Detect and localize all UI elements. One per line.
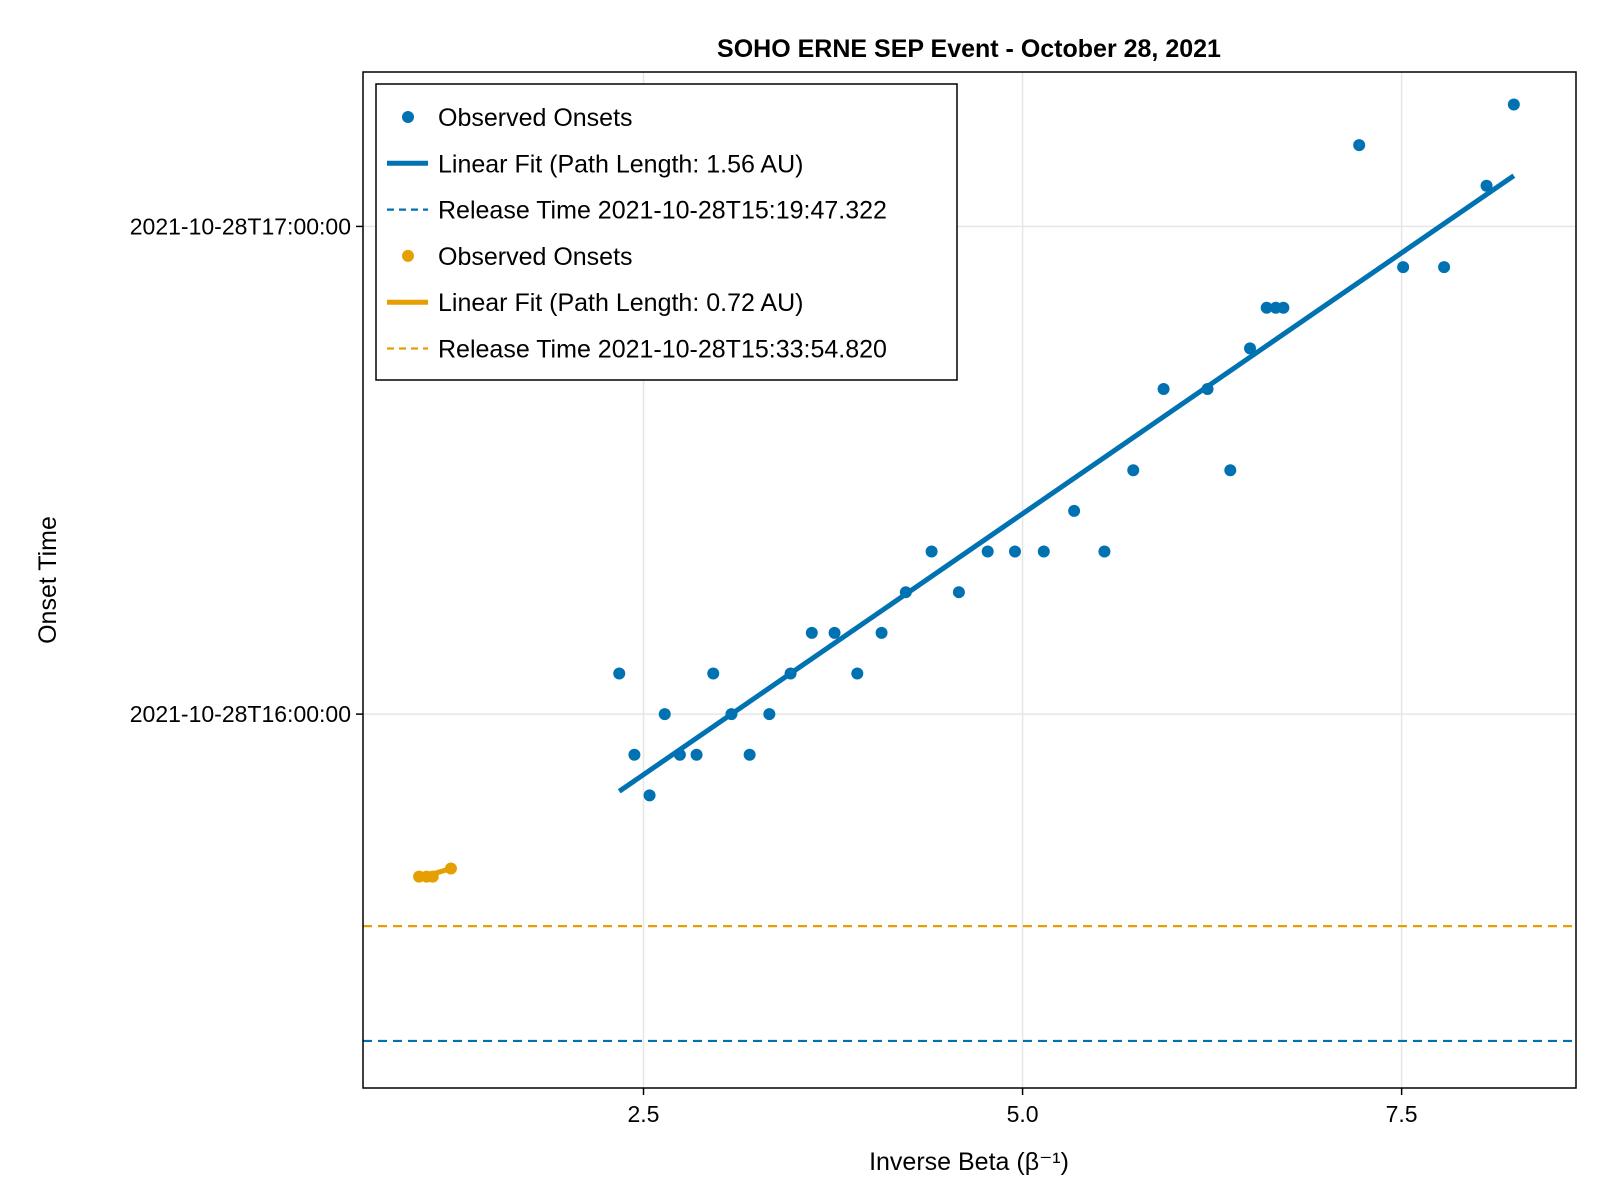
- data-point: [899, 586, 912, 599]
- data-point: [1260, 301, 1273, 314]
- data-point: [851, 667, 864, 680]
- legend-label: Release Time 2021-10-28T15:19:47.322: [438, 197, 887, 225]
- chart-title: SOHO ERNE SEP Event - October 28, 2021: [717, 35, 1221, 63]
- x-tick-label: 7.5: [1386, 1101, 1418, 1127]
- legend-label: Observed Onsets: [438, 243, 633, 271]
- data-point: [1201, 382, 1214, 395]
- data-point: [725, 708, 738, 721]
- legend-label: Observed Onsets: [438, 104, 633, 132]
- release-time-lines: [363, 925, 1576, 1043]
- legend-marker: [402, 249, 414, 262]
- legend-label: Linear Fit (Path Length: 0.72 AU): [438, 289, 804, 317]
- data-point: [1507, 98, 1520, 111]
- data-point: [743, 748, 756, 761]
- data-point: [628, 748, 641, 761]
- y-axis-label: Onset Time: [34, 516, 62, 644]
- data-point: [1157, 382, 1170, 395]
- x-tick-label: 2.5: [628, 1101, 660, 1127]
- y-tick-label: 2021-10-28T16:00:00: [130, 701, 351, 727]
- fit-line: [617, 173, 1516, 794]
- data-point: [1244, 342, 1257, 355]
- legend-marker: [402, 111, 414, 123]
- data-point: [1008, 545, 1021, 558]
- data-point: [1353, 139, 1366, 152]
- plot-frame: [362, 71, 1577, 1089]
- data-point: [1397, 261, 1410, 274]
- data-point: [1127, 464, 1140, 477]
- data-point: [925, 545, 938, 558]
- data-point: [1037, 545, 1050, 558]
- data-point: [673, 748, 686, 761]
- data-points: [413, 98, 1520, 883]
- data-point: [643, 789, 656, 802]
- data-point: [1224, 464, 1237, 477]
- data-point: [1438, 261, 1451, 274]
- x-tick-label: 5.0: [1007, 1101, 1039, 1127]
- data-point: [875, 626, 888, 639]
- y-axis-ticks: 2021-10-28T16:00:00 2021-10-28T17:00:00: [130, 213, 363, 727]
- data-point: [690, 748, 703, 761]
- legend-label: Linear Fit (Path Length: 1.56 AU): [438, 150, 804, 178]
- data-point: [981, 545, 994, 558]
- y-tick-label: 2021-10-28T17:00:00: [130, 213, 351, 239]
- x-axis-ticks: 2.5 5.0 7.5: [628, 1088, 1418, 1127]
- data-point: [1068, 504, 1081, 517]
- x-axis-label: Inverse Beta (β⁻¹): [869, 1148, 1069, 1176]
- data-point: [658, 708, 671, 721]
- data-point: [1277, 301, 1290, 314]
- data-point: [952, 586, 965, 599]
- data-point: [1098, 545, 1111, 558]
- legend-label: Release Time 2021-10-28T15:33:54.820: [438, 336, 887, 364]
- data-point: [784, 667, 797, 680]
- data-point: [707, 667, 720, 680]
- data-point: [426, 870, 439, 883]
- legend-box: [375, 83, 958, 381]
- data-point: [763, 708, 776, 721]
- data-point: [613, 667, 626, 680]
- data-point: [828, 626, 841, 639]
- data-point: [1480, 179, 1493, 192]
- legend: Observed Onsets Linear Fit (Path Length: …: [375, 83, 958, 381]
- data-point: [805, 626, 818, 639]
- data-point: [444, 862, 457, 875]
